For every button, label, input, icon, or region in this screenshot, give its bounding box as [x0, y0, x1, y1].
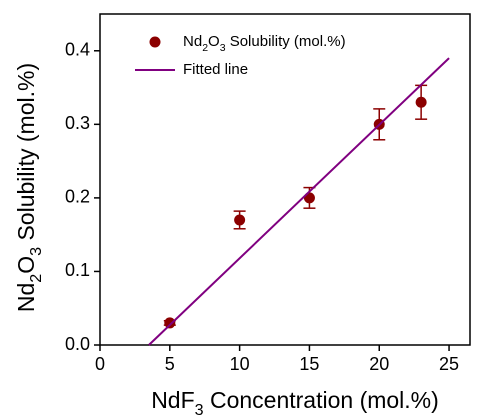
x-tick-label: 10 — [230, 354, 250, 374]
x-tick-label: 5 — [165, 354, 175, 374]
data-point — [164, 317, 176, 329]
y-tick-label: 0.2 — [65, 187, 90, 207]
data-point — [415, 96, 427, 108]
legend-label: Nd2O3 Solubility (mol.%) — [183, 33, 346, 54]
x-axis-label: NdF3 Concentration (mol.%) — [151, 387, 439, 418]
y-tick-label: 0.1 — [65, 260, 90, 280]
plot-frame — [99, 13, 471, 346]
legend-label: Fitted line — [183, 61, 248, 78]
fitted-line — [148, 57, 450, 346]
x-tick-label: 0 — [95, 354, 105, 374]
y-tick-label: 0.4 — [65, 40, 90, 60]
x-tick-label: 15 — [299, 354, 319, 374]
data-point — [234, 214, 246, 226]
legend-marker — [149, 36, 161, 48]
x-tick-label: 20 — [369, 354, 389, 374]
x-tick-label: 25 — [439, 354, 459, 374]
y-tick-label: 0.3 — [65, 113, 90, 133]
y-axis-label: Nd2O3 Solubility (mol.%) — [13, 63, 45, 312]
y-tick-label: 0.0 — [65, 334, 90, 354]
